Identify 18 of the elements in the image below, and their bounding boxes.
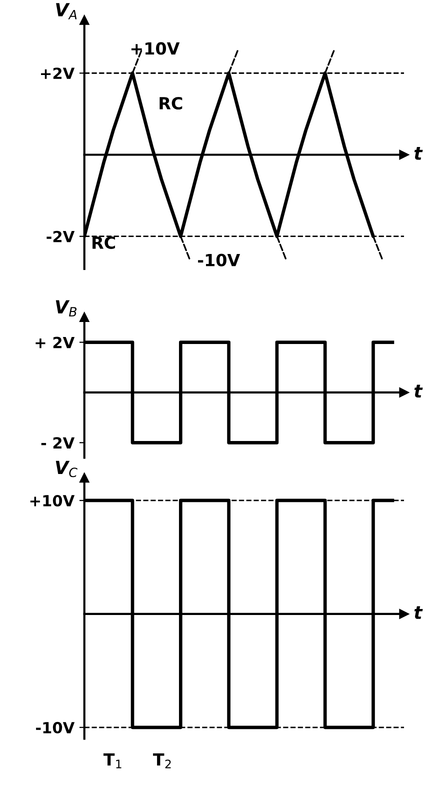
text: T$_{1}$ [103, 753, 122, 768]
y-axis-title: V$_{A}$ [56, 3, 77, 20]
y-axis-title: V$_{B}$ [56, 300, 77, 316]
x-axis-title: t [414, 147, 423, 160]
y-tick-label: - 2V [41, 437, 75, 448]
y-tick-label: +2V [41, 68, 75, 79]
annotation: RC [92, 236, 116, 249]
text: T$_{2}$ [153, 753, 171, 768]
y-tick-label: +10V [30, 494, 75, 506]
annotation: -10V [198, 254, 240, 266]
annotation: +10V [131, 42, 180, 55]
y-tick-label: -10V [36, 722, 75, 734]
y-tick-label: -2V [46, 230, 75, 242]
y-tick-label: + 2V [36, 336, 75, 348]
y-axis-title: V$_{C}$ [56, 460, 78, 478]
annotation: RC [160, 96, 182, 110]
x-axis-title: t [414, 384, 423, 398]
x-axis-title: t [414, 606, 423, 619]
